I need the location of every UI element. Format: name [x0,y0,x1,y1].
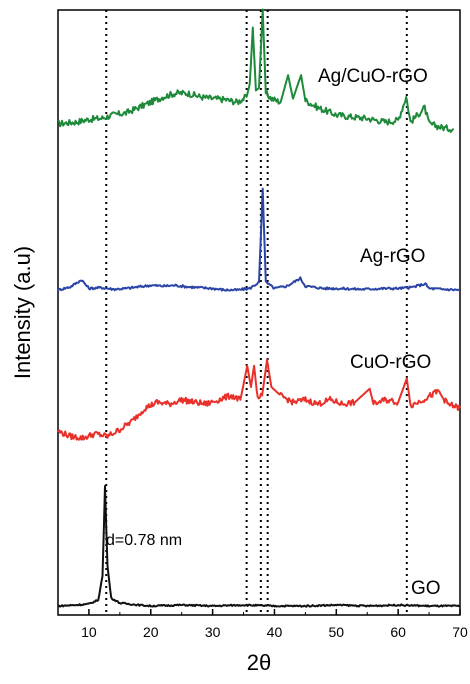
series-label: Ag-rGO [360,246,425,267]
x-axis-label: 2θ [247,650,271,675]
x-tick-label: 30 [205,624,221,640]
x-axis-ticks: 10 20 30 40 50 60 70 [57,609,468,640]
series-line [57,358,461,441]
series-line [57,485,461,608]
x-tick-label: 70 [452,624,468,640]
series-line [57,8,454,133]
y-axis-label: Intensity (a.u) [10,246,35,379]
series-label: GO [411,578,441,599]
series-group [57,8,461,608]
x-tick-label: 20 [143,624,159,640]
x-tick-label: 10 [81,624,97,640]
plot-border [57,9,461,616]
plot-frame [57,9,461,616]
x-tick-label: 60 [390,624,406,640]
x-tick-label: 40 [267,624,283,640]
series-label: CuO-rGO [350,352,431,373]
d-spacing-annotation: d=0.78 nm [106,532,182,549]
series-line [57,187,461,292]
series-labels: Ag/CuO-rGO Ag-rGO CuO-rGO GO [318,66,441,599]
x-tick-label: 50 [329,624,345,640]
series-label: Ag/CuO-rGO [318,66,428,87]
